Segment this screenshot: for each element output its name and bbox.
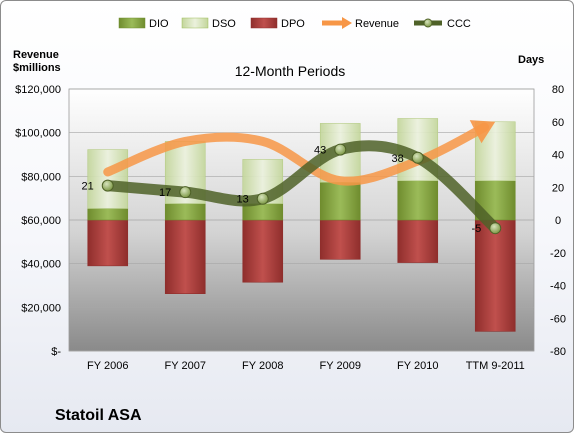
x-tick-label: FY 2009	[320, 360, 361, 372]
left-tick-label: $-	[51, 346, 61, 358]
ccc-point	[101, 179, 114, 192]
legend-label-dpo: DPO	[281, 18, 305, 30]
legend-swatch-dio	[118, 17, 146, 29]
company-name: Statoil ASA	[55, 407, 142, 424]
x-tick-label: TTM 9-2011	[466, 360, 525, 372]
right-tick-label: -40	[550, 281, 566, 293]
right-tick-label: 40	[552, 150, 564, 162]
bar-dio	[164, 203, 206, 221]
legend-swatch-dso	[181, 17, 209, 29]
legend-swatch-ccc	[414, 18, 442, 28]
ccc-point	[411, 151, 424, 164]
ccc-point	[334, 143, 347, 156]
bar-dio	[87, 208, 129, 221]
x-tick-label: FY 2006	[87, 360, 128, 372]
left-tick-label: $20,000	[21, 302, 61, 314]
ccc-data-label: 43	[314, 145, 326, 157]
x-tick-label: FY 2007	[165, 360, 206, 372]
x-tick-label: FY 2008	[242, 360, 283, 372]
legend: DIO DSO DPO Revenue CCC	[118, 17, 471, 30]
ccc-point	[489, 222, 502, 235]
revenue-arrowhead	[469, 120, 496, 144]
x-tick-label: FY 2010	[397, 360, 438, 372]
left-tick-label: $60,000	[21, 215, 61, 227]
left-axis-title-line2: $millions	[13, 62, 61, 74]
bar-dpo	[242, 219, 284, 283]
legend-label-revenue: Revenue	[355, 18, 399, 30]
right-tick-label: -60	[550, 313, 566, 325]
left-tick-label: $40,000	[21, 259, 61, 271]
left-tick-label: $120,000	[15, 84, 61, 96]
left-axis-title-line1: Revenue	[13, 49, 59, 61]
ccc-data-label: 21	[82, 181, 94, 193]
bar-dpo	[474, 219, 516, 332]
legend-label-ccc: CCC	[447, 18, 471, 30]
right-axis-title: Days	[518, 54, 544, 66]
left-tick-label: $80,000	[21, 171, 61, 183]
ccc-data-label: -5	[471, 223, 481, 235]
bar-dso	[87, 149, 129, 209]
data-labels-layer: 21 17 13 43 38 -5	[82, 145, 482, 236]
ticks-layer: $- $20,000 $40,000 $60,000 $80,000 $100,000 $1…	[15, 84, 566, 372]
right-tick-label: -80	[550, 346, 566, 358]
bar-dio	[397, 180, 439, 221]
bar-dpo	[319, 219, 361, 260]
chart-title: 12-Month Periods	[235, 63, 346, 79]
legend-label-dio: DIO	[149, 18, 169, 30]
right-tick-label: 0	[555, 215, 561, 227]
right-tick-label: -20	[550, 248, 566, 260]
legend-swatch-revenue	[322, 17, 352, 29]
bar-dpo	[164, 219, 206, 294]
ccc-point	[256, 192, 269, 205]
right-tick-label: 60	[552, 117, 564, 129]
bar-dpo	[397, 219, 439, 263]
right-tick-label: 20	[552, 182, 564, 194]
ccc-data-label: 38	[392, 153, 404, 165]
legend-swatch-dpo	[250, 17, 278, 29]
bar-dpo	[87, 219, 129, 267]
legend-label-dso: DSO	[212, 18, 236, 30]
ccc-data-label: 17	[159, 187, 171, 199]
right-tick-label: 80	[552, 84, 564, 96]
lines-layer	[101, 120, 502, 235]
ccc-data-label: 13	[237, 194, 249, 206]
ccc-point	[179, 186, 192, 199]
left-tick-label: $100,000	[15, 128, 61, 140]
bars-layer	[87, 118, 516, 332]
bar-dio	[319, 182, 361, 221]
